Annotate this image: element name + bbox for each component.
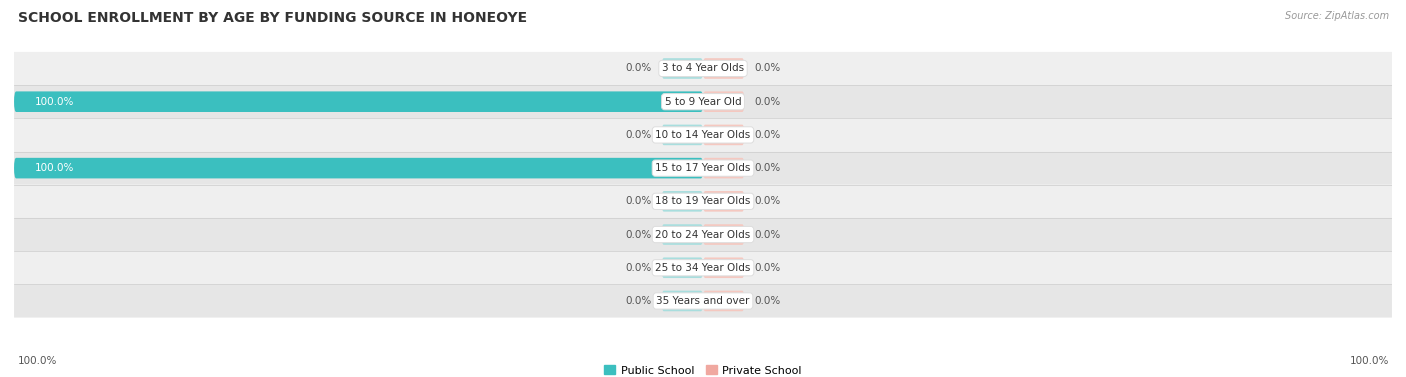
Text: 15 to 17 Year Olds: 15 to 17 Year Olds	[655, 163, 751, 173]
Text: 3 to 4 Year Olds: 3 to 4 Year Olds	[662, 63, 744, 74]
Text: 0.0%: 0.0%	[755, 63, 780, 74]
FancyBboxPatch shape	[14, 284, 1392, 317]
Text: 100.0%: 100.0%	[35, 97, 75, 107]
FancyBboxPatch shape	[14, 152, 1392, 185]
Text: 100.0%: 100.0%	[18, 356, 58, 366]
Text: 100.0%: 100.0%	[35, 163, 75, 173]
Text: 0.0%: 0.0%	[755, 163, 780, 173]
Text: 25 to 34 Year Olds: 25 to 34 Year Olds	[655, 263, 751, 273]
Text: 0.0%: 0.0%	[755, 263, 780, 273]
FancyBboxPatch shape	[14, 85, 1392, 118]
Text: SCHOOL ENROLLMENT BY AGE BY FUNDING SOURCE IN HONEOYE: SCHOOL ENROLLMENT BY AGE BY FUNDING SOUR…	[18, 11, 527, 25]
Text: 20 to 24 Year Olds: 20 to 24 Year Olds	[655, 230, 751, 239]
Text: 0.0%: 0.0%	[626, 230, 651, 239]
Legend: Public School, Private School: Public School, Private School	[600, 361, 806, 377]
Text: 0.0%: 0.0%	[755, 230, 780, 239]
FancyBboxPatch shape	[14, 52, 1392, 85]
Text: 0.0%: 0.0%	[626, 63, 651, 74]
FancyBboxPatch shape	[14, 91, 703, 112]
FancyBboxPatch shape	[662, 224, 703, 245]
FancyBboxPatch shape	[703, 158, 744, 178]
FancyBboxPatch shape	[662, 125, 703, 145]
Text: 0.0%: 0.0%	[755, 196, 780, 206]
Text: 35 Years and over: 35 Years and over	[657, 296, 749, 306]
FancyBboxPatch shape	[703, 58, 744, 79]
Text: 0.0%: 0.0%	[626, 296, 651, 306]
Text: 0.0%: 0.0%	[626, 263, 651, 273]
FancyBboxPatch shape	[703, 224, 744, 245]
Text: Source: ZipAtlas.com: Source: ZipAtlas.com	[1285, 11, 1389, 21]
Text: 0.0%: 0.0%	[755, 296, 780, 306]
FancyBboxPatch shape	[14, 251, 1392, 284]
FancyBboxPatch shape	[662, 58, 703, 79]
FancyBboxPatch shape	[703, 91, 744, 112]
Text: 5 to 9 Year Old: 5 to 9 Year Old	[665, 97, 741, 107]
FancyBboxPatch shape	[14, 158, 703, 178]
FancyBboxPatch shape	[703, 191, 744, 211]
Text: 10 to 14 Year Olds: 10 to 14 Year Olds	[655, 130, 751, 140]
FancyBboxPatch shape	[14, 118, 1392, 152]
Text: 0.0%: 0.0%	[755, 130, 780, 140]
FancyBboxPatch shape	[703, 291, 744, 311]
FancyBboxPatch shape	[662, 291, 703, 311]
Text: 0.0%: 0.0%	[626, 130, 651, 140]
FancyBboxPatch shape	[662, 257, 703, 278]
FancyBboxPatch shape	[703, 125, 744, 145]
FancyBboxPatch shape	[703, 257, 744, 278]
Text: 100.0%: 100.0%	[1350, 356, 1389, 366]
Text: 0.0%: 0.0%	[755, 97, 780, 107]
FancyBboxPatch shape	[14, 185, 1392, 218]
FancyBboxPatch shape	[662, 191, 703, 211]
Text: 18 to 19 Year Olds: 18 to 19 Year Olds	[655, 196, 751, 206]
FancyBboxPatch shape	[14, 218, 1392, 251]
Text: 0.0%: 0.0%	[626, 196, 651, 206]
